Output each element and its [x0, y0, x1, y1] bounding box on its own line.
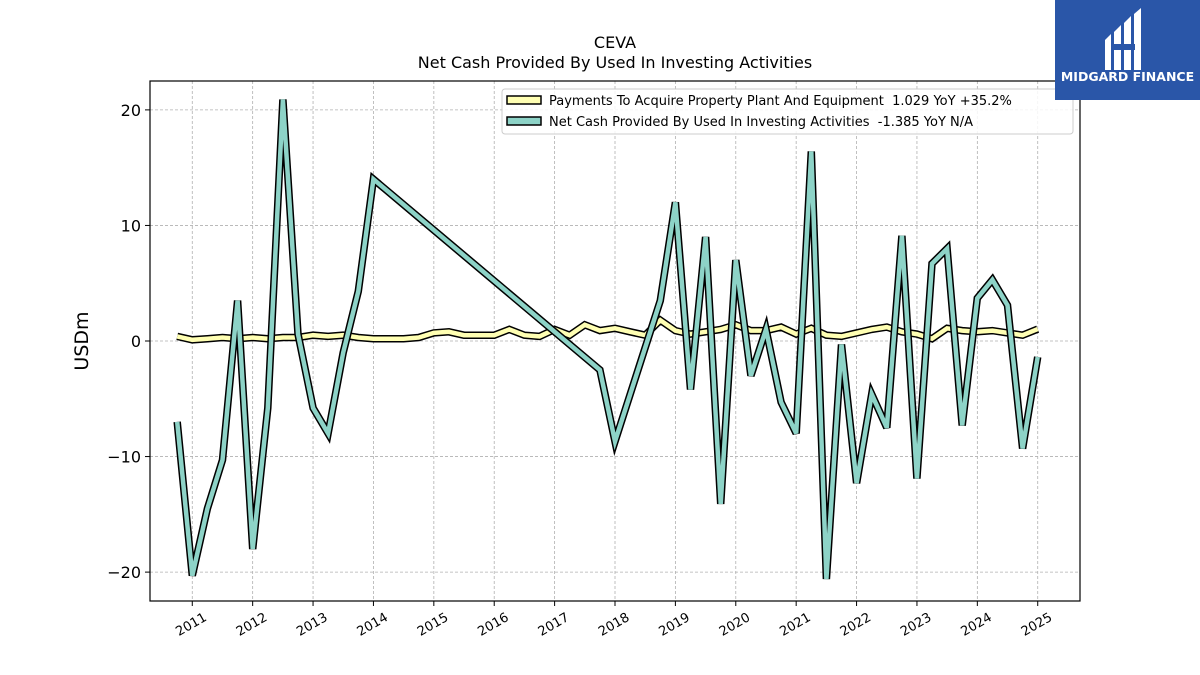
y-tick-label: 20	[121, 101, 141, 120]
x-tick-label: 2023	[898, 610, 934, 640]
legend-label-payments: Payments To Acquire Property Plant And E…	[549, 94, 1012, 109]
y-axis-label: USDm	[71, 311, 93, 370]
logo-text: MIDGARD FINANCE	[1060, 69, 1195, 84]
y-tick-label: 0	[131, 332, 141, 351]
x-tick-label: 2014	[355, 610, 391, 640]
legend-swatch-payments	[506, 95, 542, 105]
x-tick-label: 2022	[838, 610, 874, 640]
chart-title: CEVA	[594, 33, 636, 52]
legend-box	[501, 88, 1074, 135]
x-tick-label: 2011	[173, 610, 209, 640]
legend-label-net-cash: Net Cash Provided By Used In Investing A…	[549, 115, 973, 130]
chart-subtitle: Net Cash Provided By Used In Investing A…	[418, 53, 812, 72]
x-tick-label: 2018	[596, 610, 632, 640]
x-axis: 2011 2012 2013 2014 2015 2016 2017 2018 2019 2020…	[173, 601, 1055, 640]
y-axis: −20 −10 0 10 20	[107, 101, 150, 582]
x-tick-label: 2017	[536, 610, 572, 640]
logo: MIDGARD FINANCE	[1055, 0, 1200, 100]
x-tick-label: 2024	[959, 610, 995, 640]
legend-swatch-net-cash	[506, 116, 542, 126]
series-net-cash-line	[174, 99, 1040, 580]
x-tick-label: 2016	[475, 610, 511, 640]
x-tick-label: 2021	[777, 610, 813, 640]
midgard-logo-icon	[1105, 8, 1141, 70]
series-layer	[173, 99, 1042, 580]
x-tick-label: 2012	[234, 610, 270, 640]
y-tick-label: −20	[107, 563, 141, 582]
x-tick-label: 2015	[415, 610, 451, 640]
x-tick-label: 2025	[1019, 610, 1055, 640]
x-tick-label: 2019	[657, 610, 693, 640]
x-tick-label: 2013	[294, 610, 330, 640]
x-tick-label: 2020	[717, 610, 753, 640]
y-tick-label: 10	[121, 216, 141, 235]
y-tick-label: −10	[107, 448, 141, 467]
legend: Payments To Acquire Property Plant And E…	[501, 88, 1074, 135]
